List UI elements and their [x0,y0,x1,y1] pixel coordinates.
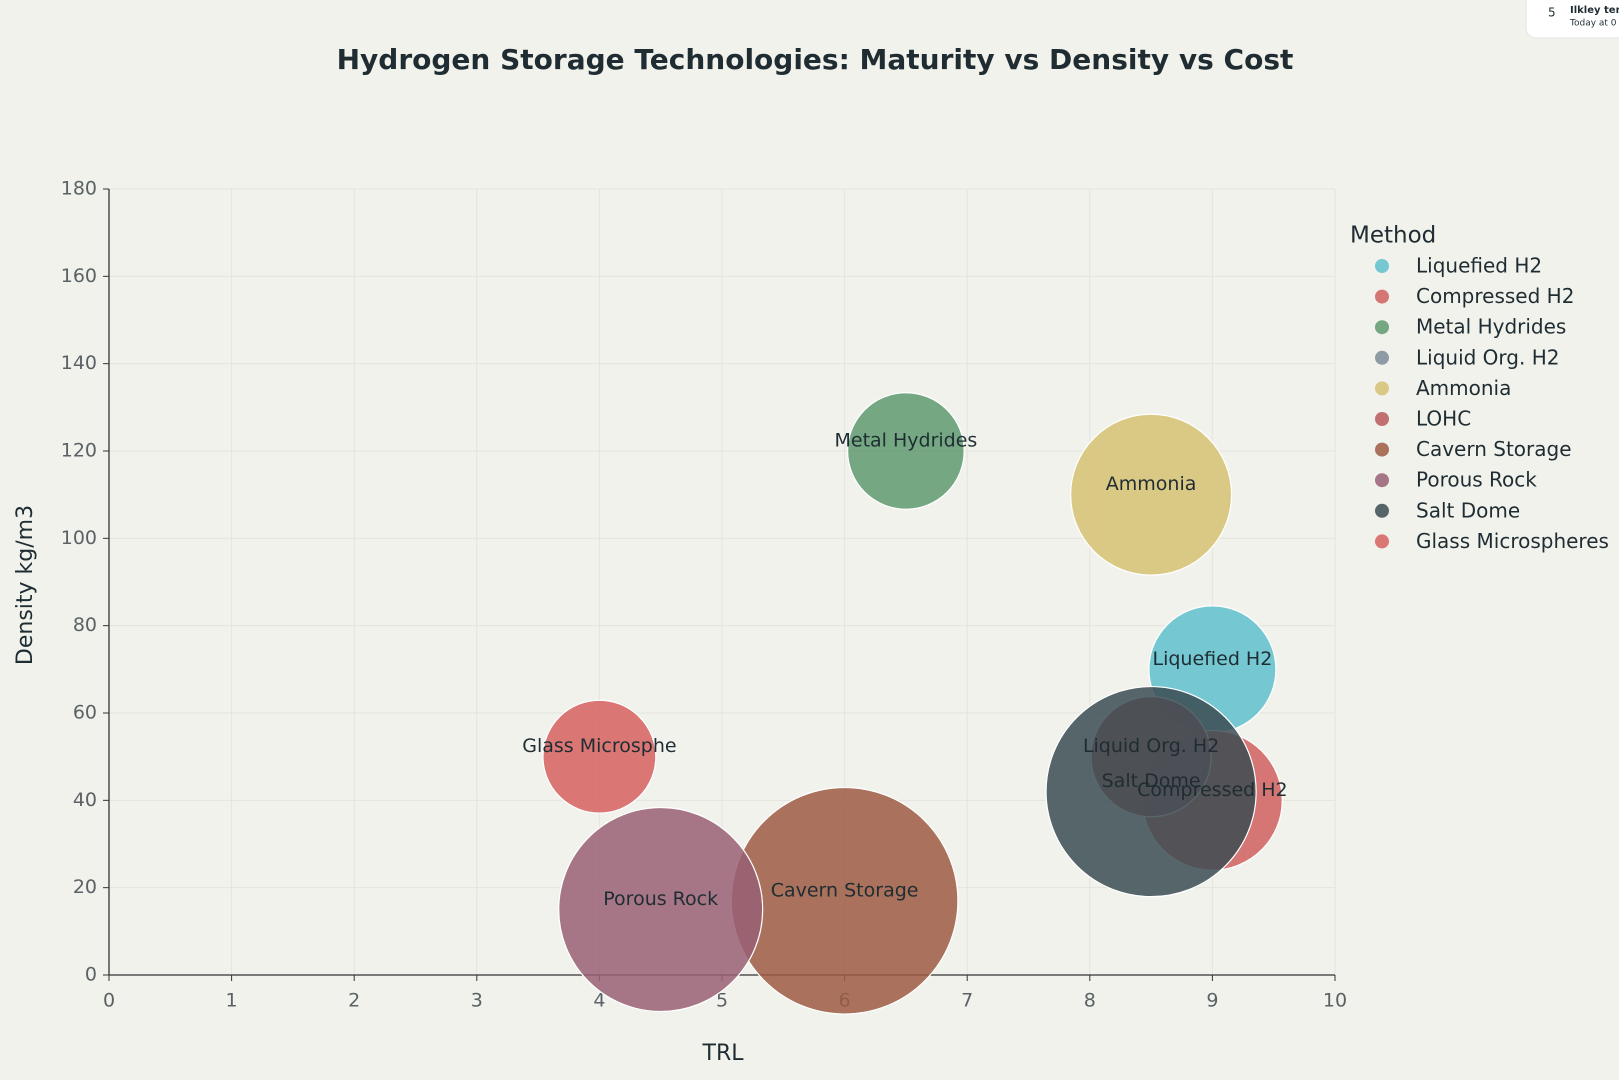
legend-marker [1375,442,1389,457]
x-tick-label: 4 [593,990,605,1012]
y-tick-label: 160 [61,265,97,287]
x-axis-label: TRL [702,1041,745,1066]
legend-label: Porous Rock [1416,468,1537,492]
y-tick-label: 100 [61,527,97,549]
bubble [1045,685,1257,898]
legend-label: Glass Microspheres [1416,529,1609,553]
data-label: Salt Dome [1102,770,1201,792]
notification-time: Today at 0 [1569,19,1617,29]
x-tick-label: 10 [1323,990,1347,1012]
x-tick-label: 0 [103,990,115,1012]
legend-title: Method [1350,223,1436,249]
legend-label: LOHC [1416,407,1471,431]
x-tick-label: 8 [1084,990,1096,1012]
bubble [558,806,764,1013]
legend-marker [1375,503,1389,518]
bubble [847,392,965,510]
bubble [1070,413,1233,576]
legend-label: Salt Dome [1416,498,1520,522]
data-label: Liquid Org. H2 [1083,735,1219,757]
y-tick-label: 60 [73,702,97,724]
legend-marker [1375,350,1389,365]
notification-badge: 5 [1548,6,1556,20]
data-label: Liquefied H2 [1153,648,1273,670]
legend-marker [1375,289,1389,304]
legend-label: Metal Hydrides [1416,315,1566,339]
x-tick-label: 5 [716,990,728,1012]
legend-label: Cavern Storage [1416,437,1572,461]
legend-marker [1375,381,1389,396]
y-tick-label: 140 [61,352,97,374]
x-tick-label: 1 [226,990,238,1012]
legend-marker [1375,259,1389,273]
data-label: Porous Rock [603,888,718,910]
legend-marker [1375,473,1389,488]
y-tick-label: 20 [73,876,97,898]
notification[interactable]: 5 Ilkley tenn Today at 0 [1525,0,1619,39]
y-tick-label: 0 [85,964,97,986]
data-label: Glass Microsphe [522,735,676,757]
y-tick-label: 180 [61,178,97,200]
y-tick-label: 80 [73,614,97,636]
legend-marker [1375,320,1389,335]
x-tick-label: 9 [1206,990,1218,1012]
x-tick-label: 2 [348,990,360,1012]
notification-title: Ilkley tenn [1570,5,1619,16]
chart-title: Hydrogen Storage Technologies: Maturity … [337,43,1294,76]
y-tick-label: 120 [61,440,97,462]
data-label: Ammonia [1106,473,1197,495]
legend-label: Ammonia [1416,376,1511,400]
data-label: Compressed H2 [1137,779,1288,801]
y-axis-label: Density kg/m3 [13,505,38,665]
y-tick-label: 40 [73,789,97,811]
legend-marker [1375,534,1389,549]
notification-card[interactable] [1525,0,1619,39]
data-label: Cavern Storage [771,879,919,901]
bubble [542,699,657,814]
x-tick-label: 7 [961,990,973,1012]
legend-marker [1375,412,1389,426]
data-label: Metal Hydrides [834,430,977,452]
legend-label: Liquid Org. H2 [1416,345,1559,369]
x-tick-label: 3 [471,990,483,1012]
legend-label: Compressed H2 [1416,284,1574,308]
legend-label: Liquefied H2 [1416,254,1542,278]
